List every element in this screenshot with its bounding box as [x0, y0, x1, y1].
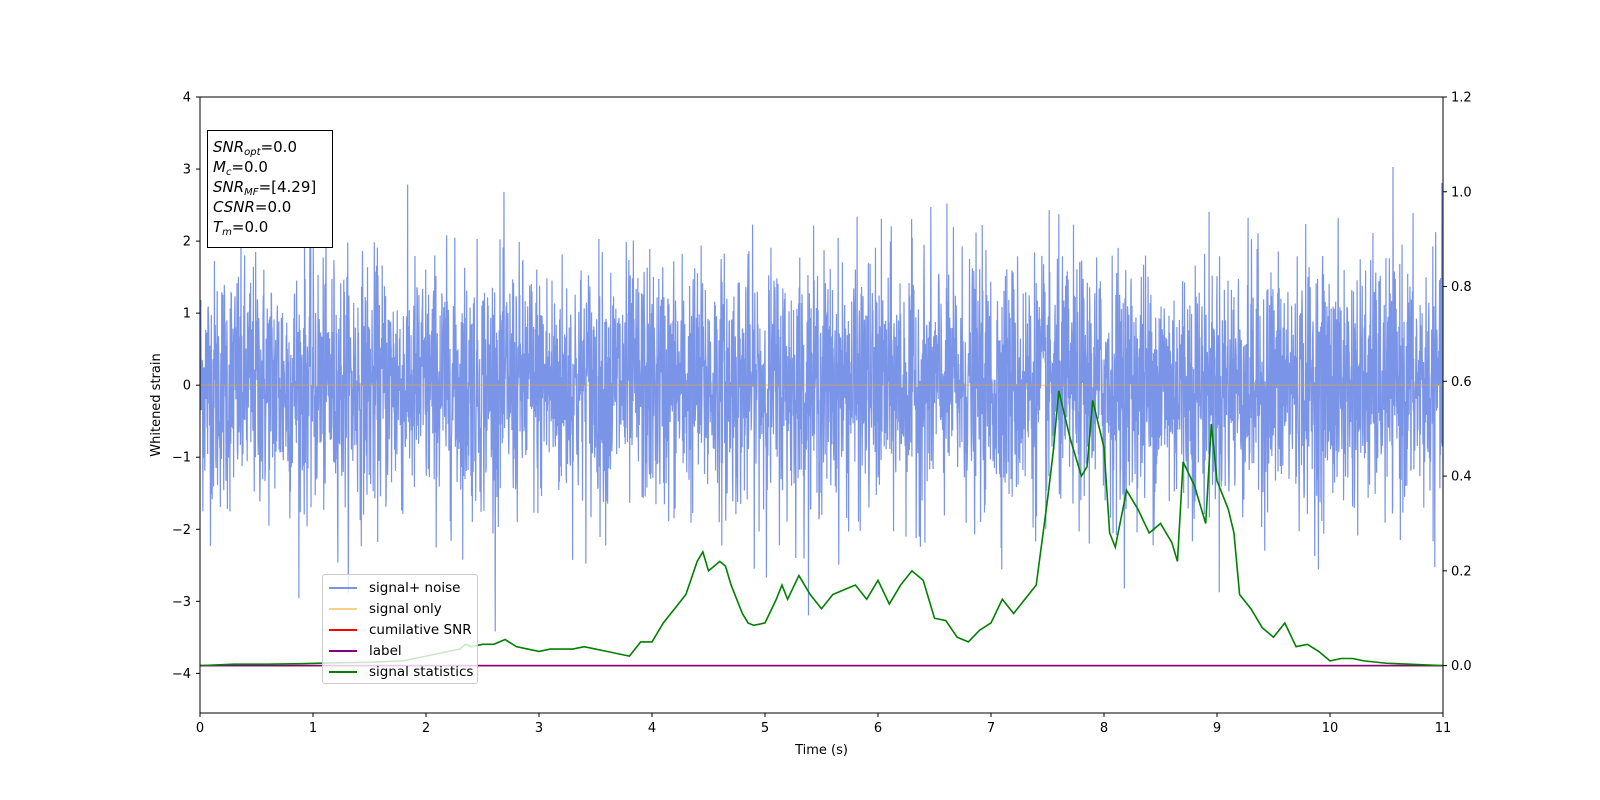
x-tick-label: 9 [1213, 721, 1221, 736]
legend-swatch-signal-noise [329, 587, 357, 590]
y2-tick-label: 0.4 [1451, 470, 1472, 485]
y2-tick-label: 1.0 [1451, 185, 1472, 200]
annotation-line-snr-opt: SNRopt=0.0 [213, 138, 297, 158]
series-signal-noise-line [200, 166, 1443, 632]
y-axis-title: Whitened strain [149, 353, 164, 456]
x-axis-title: Time (s) [794, 743, 848, 758]
annotation-line-csnr: CSNR=0.0 [213, 198, 292, 216]
y2-tick-label: 0.0 [1451, 659, 1472, 674]
y-tick-label: 0 [183, 379, 191, 394]
annotation-line-tm: Tm=0.0 [213, 218, 269, 238]
legend-label-signal-only: signal only [369, 601, 442, 618]
y-tick-label: −4 [172, 667, 191, 682]
annotation-line-mc: Mc=0.0 [213, 158, 268, 178]
y2-tick-label: 0.8 [1451, 280, 1472, 295]
x-tick-label: 3 [535, 721, 543, 736]
legend-item-signal-statistics: signal statistics [329, 661, 477, 682]
y-tick-label: 4 [183, 91, 191, 106]
y-tick-label: 1 [183, 307, 191, 322]
x-tick-label: 5 [761, 721, 769, 736]
legend-label-label: label [369, 642, 402, 659]
y2-tick-label: 1.2 [1451, 91, 1472, 106]
annotation-box: SNRopt=0.0 Mc=0.0 SNRMF=[4.29] CSNR=0.0 … [207, 130, 333, 248]
annotation-line-snr-mf: SNRMF=[4.29] [213, 178, 317, 198]
legend-label-signal-statistics: signal statistics [369, 663, 474, 680]
x-tick-label: 8 [1100, 721, 1108, 736]
legend: signal+ noise signal only cumilative SNR… [322, 574, 478, 684]
legend-label-cumilative-snr: cumilative SNR [369, 621, 472, 638]
legend-item-signal-only: signal only [329, 599, 477, 620]
legend-item-cumilative-snr: cumilative SNR [329, 620, 477, 641]
x-tick-label: 2 [422, 721, 430, 736]
x-tick-label: 4 [648, 721, 656, 736]
y-tick-label: −1 [172, 451, 191, 466]
y-tick-label: 3 [183, 163, 191, 178]
x-tick-label: 1 [309, 721, 317, 736]
series-signal-statistics-line [200, 390, 1443, 667]
legend-swatch-signal-statistics [329, 670, 357, 673]
legend-swatch-signal-only [329, 608, 357, 611]
y2-tick-label: 0.2 [1451, 564, 1472, 579]
legend-item-label: label [329, 640, 477, 661]
y-tick-label: −2 [172, 523, 191, 538]
x-tick-label: 11 [1435, 721, 1452, 736]
legend-label-signal-noise: signal+ noise [369, 580, 461, 597]
y2-tick-label: 0.6 [1451, 375, 1472, 390]
y-tick-label: −3 [172, 595, 191, 610]
x-tick-label: 6 [874, 721, 882, 736]
y-tick-label: 2 [183, 235, 191, 250]
x-tick-label: 10 [1322, 721, 1339, 736]
x-tick-label: 7 [987, 721, 995, 736]
legend-item-signal-noise: signal+ noise [329, 578, 477, 599]
x-tick-label: 0 [196, 721, 204, 736]
legend-swatch-cumilative-snr [329, 628, 357, 631]
plot-frame [199, 96, 1444, 714]
legend-swatch-label [329, 649, 357, 652]
